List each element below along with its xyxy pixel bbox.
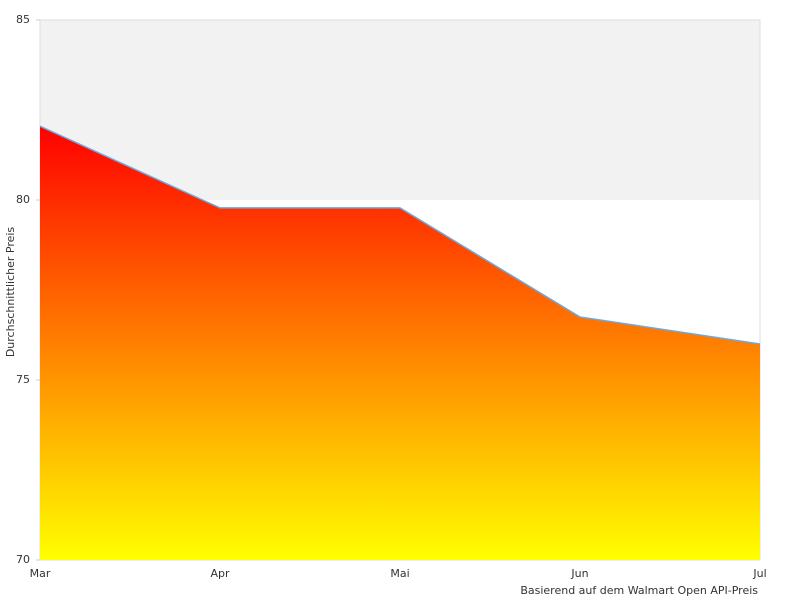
y-tick-label: 85 bbox=[16, 13, 30, 26]
x-tick-label: Apr bbox=[210, 567, 230, 580]
plot-band bbox=[40, 20, 760, 200]
y-axis-label: Durchschnittlicher Preis bbox=[4, 227, 17, 358]
y-tick-label: 75 bbox=[16, 373, 30, 386]
x-tick-label: Jun bbox=[570, 567, 588, 580]
y-tick-label: 80 bbox=[16, 193, 30, 206]
x-tick-label: Mar bbox=[30, 567, 51, 580]
y-tick-label: 70 bbox=[16, 553, 30, 566]
x-tick-label: Jul bbox=[752, 567, 766, 580]
x-tick-label: Mai bbox=[390, 567, 409, 580]
area-line bbox=[39, 125, 761, 345]
x-axis-label: Basierend auf dem Walmart Open API-Preis bbox=[520, 584, 758, 597]
area bbox=[40, 126, 760, 560]
